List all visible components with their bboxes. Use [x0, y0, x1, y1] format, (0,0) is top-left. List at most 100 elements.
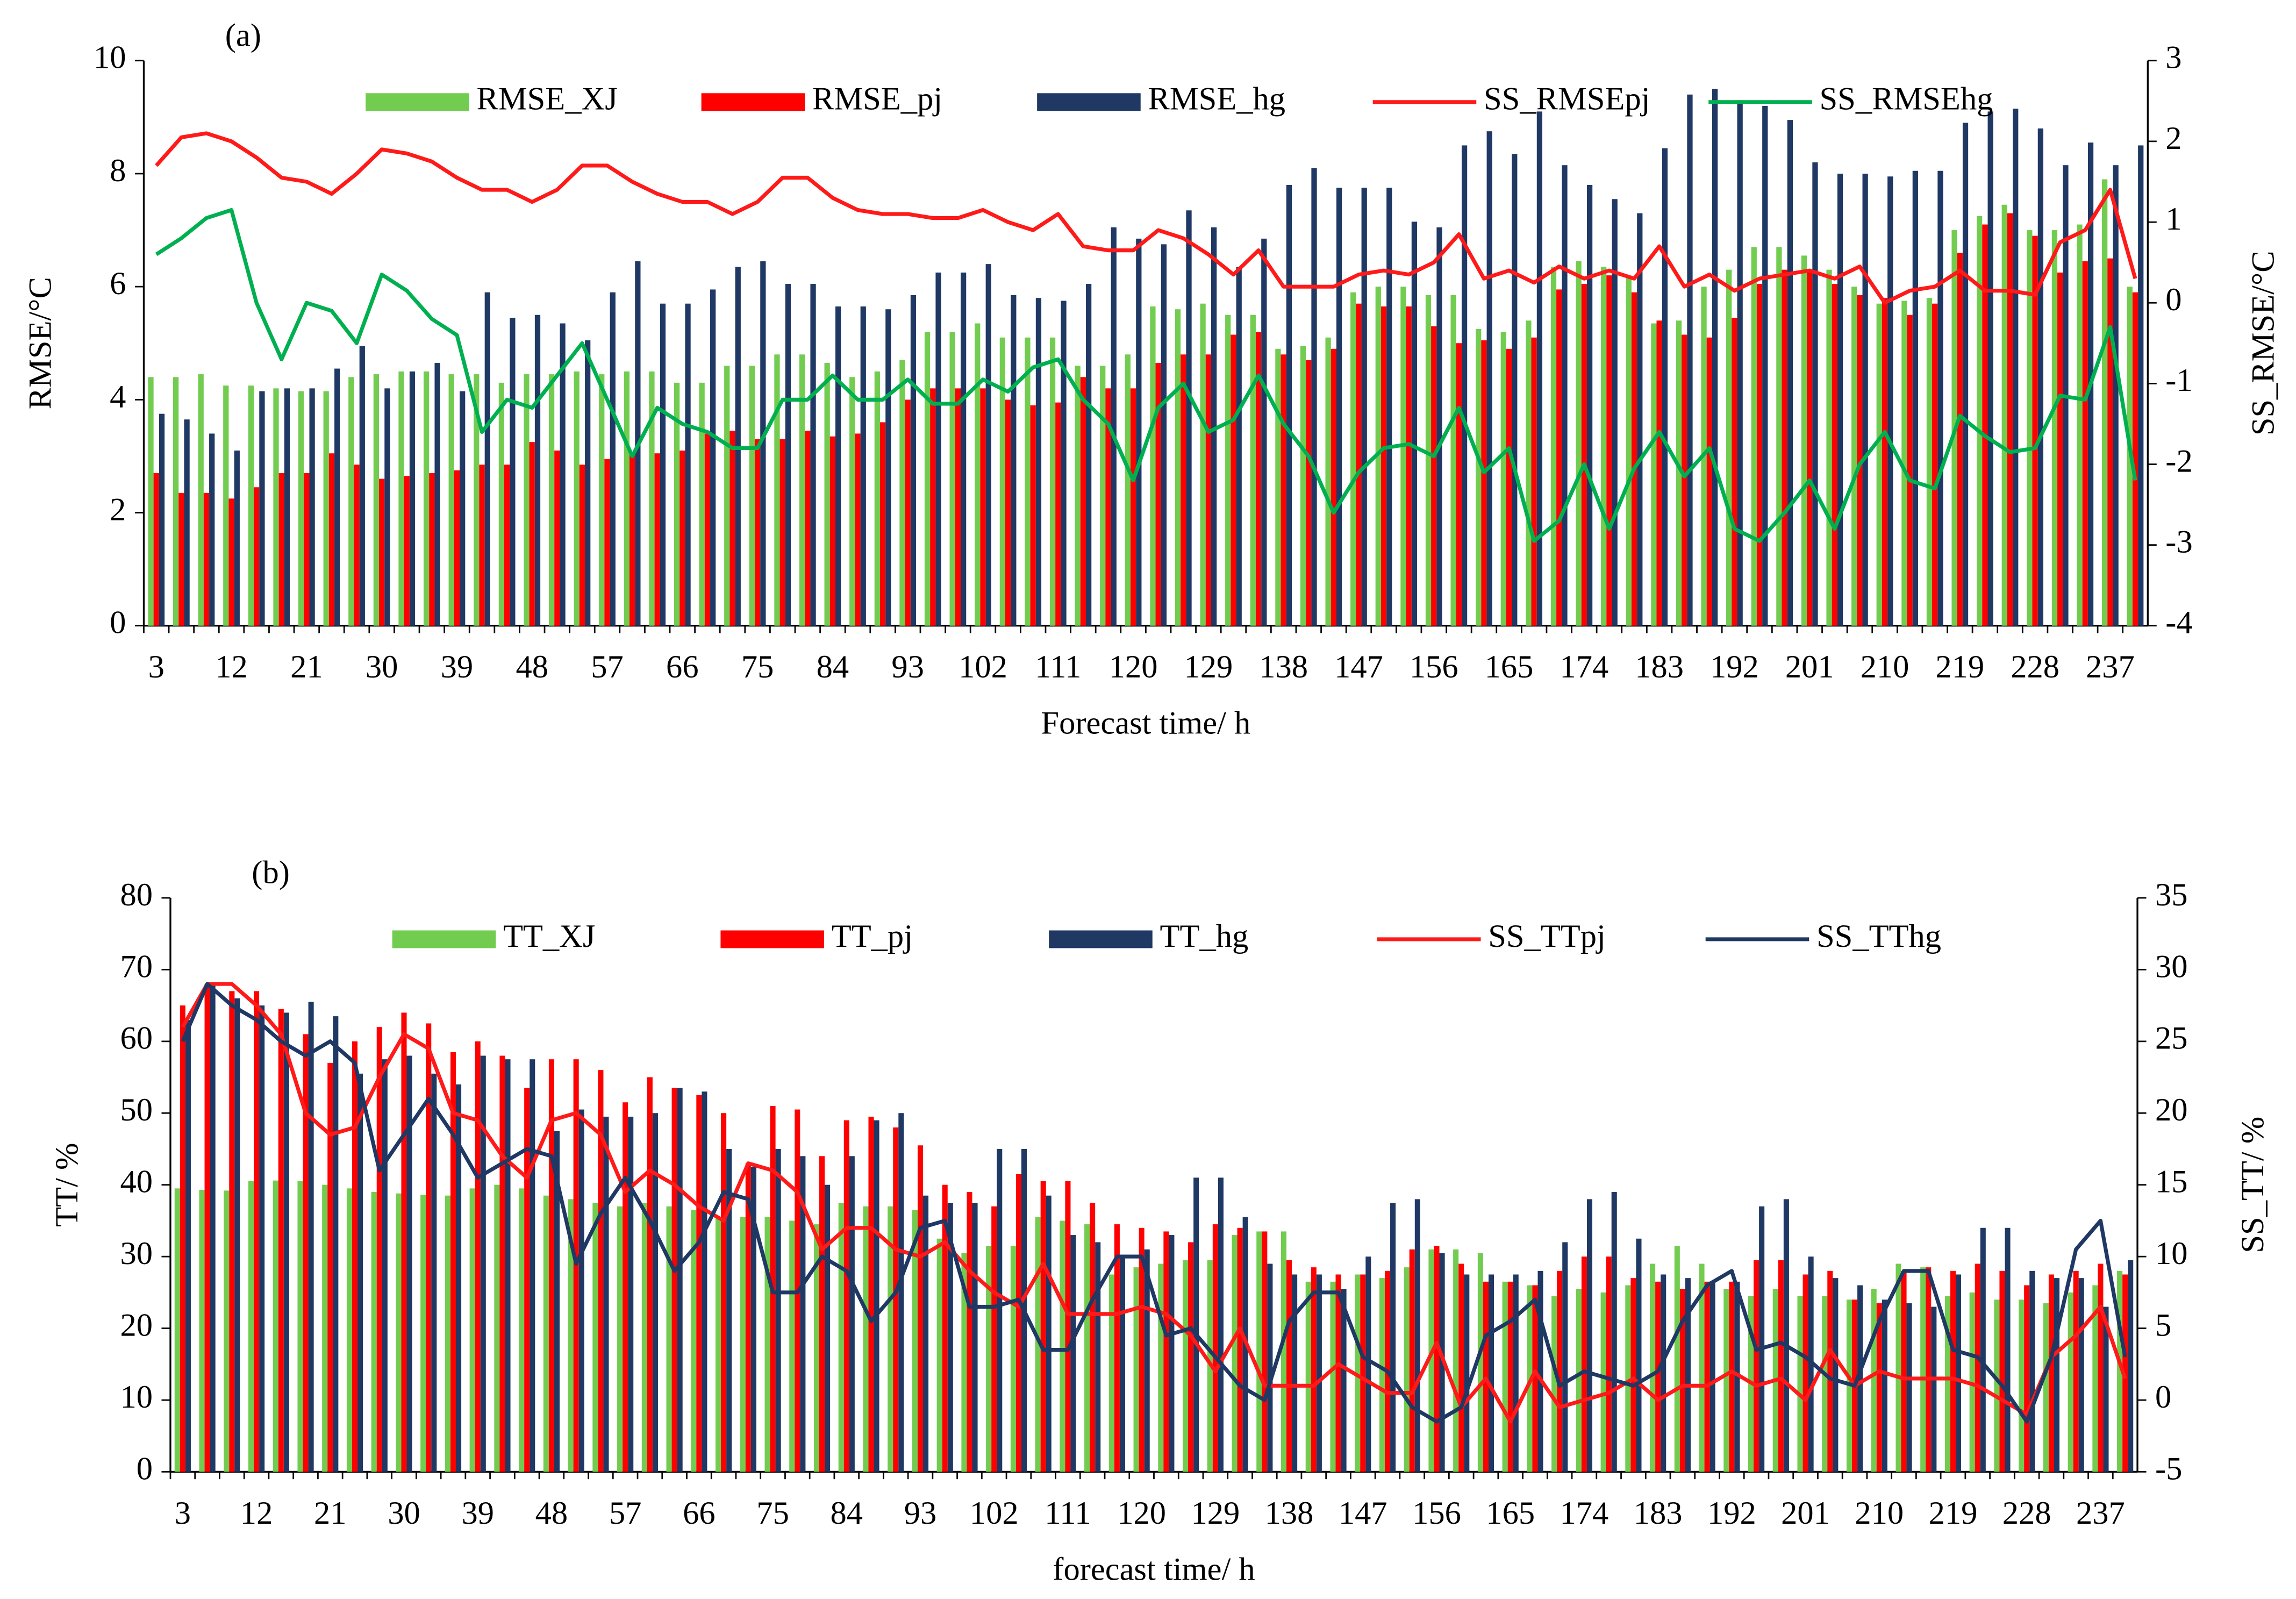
- bar: [1400, 287, 1406, 626]
- bar: [1920, 1267, 1926, 1472]
- bar: [1212, 1224, 1218, 1472]
- bar: [710, 289, 716, 626]
- bar: [199, 1190, 205, 1472]
- bar: [529, 442, 535, 626]
- bar: [396, 1193, 402, 1472]
- bar: [740, 1217, 746, 1472]
- bar: [1236, 267, 1242, 626]
- bar: [986, 1246, 992, 1472]
- bar: [352, 1041, 358, 1472]
- y2-tick-label: 0: [2165, 282, 2181, 318]
- bar: [1932, 303, 1938, 626]
- bar: [448, 374, 454, 626]
- bar: [1562, 1242, 1568, 1472]
- bar: [1175, 309, 1181, 626]
- bar: [204, 984, 210, 1472]
- bar: [445, 1195, 450, 1472]
- panel-label: (a): [225, 17, 261, 53]
- bar: [1005, 399, 1011, 626]
- x-tick-label: 57: [591, 649, 624, 685]
- x-tick-label: 237: [2076, 1495, 2125, 1531]
- bar: [2029, 1270, 2035, 1472]
- bar: [1306, 360, 1312, 626]
- y-tick-label: 6: [110, 266, 126, 302]
- y-tick-label: 0: [137, 1451, 153, 1487]
- bar: [431, 1073, 437, 1472]
- y-tick-label: 60: [120, 1020, 153, 1057]
- bar: [1783, 1199, 1789, 1472]
- y2-tick-label: -2: [2165, 443, 2192, 479]
- bar: [679, 450, 685, 626]
- bar: [423, 371, 430, 626]
- bar: [1390, 1203, 1396, 1472]
- bar: [838, 1203, 844, 1472]
- bar: [652, 1113, 658, 1472]
- bar: [1601, 267, 1607, 626]
- bar: [685, 303, 691, 626]
- bar: [297, 1181, 303, 1472]
- bar: [153, 473, 159, 626]
- bar: [1687, 94, 1693, 626]
- bar: [899, 360, 905, 626]
- x-tick-label: 66: [666, 649, 699, 685]
- x-tick-label: 129: [1184, 649, 1233, 685]
- bar: [1086, 283, 1092, 626]
- bar: [568, 1199, 574, 1472]
- bar: [1975, 1264, 1980, 1472]
- bar: [298, 391, 304, 626]
- bar: [1414, 1199, 1420, 1472]
- bar: [1381, 306, 1387, 626]
- bar: [1611, 1192, 1617, 1472]
- bar: [1181, 354, 1186, 626]
- bar: [1275, 348, 1281, 626]
- x-tick-label: 111: [1045, 1495, 1091, 1531]
- bar: [254, 991, 260, 1472]
- y2-tick-label: 25: [2155, 1020, 2188, 1057]
- bar: [715, 1217, 721, 1472]
- bar: [178, 492, 184, 626]
- bar: [499, 1055, 505, 1472]
- bar: [1751, 247, 1757, 626]
- bar: [334, 368, 340, 626]
- bar: [1035, 298, 1042, 626]
- x-tick-label: 201: [1785, 649, 1834, 685]
- legend-label: RMSE_hg: [1148, 81, 1285, 117]
- bar: [1732, 317, 1737, 626]
- bar: [504, 465, 510, 626]
- bar: [754, 439, 761, 626]
- bar: [1311, 1267, 1317, 1472]
- bar: [1912, 170, 1918, 626]
- bar: [2001, 204, 2007, 626]
- bar: [1787, 120, 1793, 626]
- bar: [623, 1102, 628, 1472]
- bar: [273, 1180, 278, 1472]
- y-axis-title: RMSE/°C: [22, 277, 58, 409]
- bar: [346, 1188, 352, 1472]
- bar: [1158, 1264, 1164, 1472]
- bar: [1205, 354, 1211, 626]
- bar: [975, 323, 981, 626]
- bar: [1812, 162, 1818, 626]
- bar: [949, 332, 955, 626]
- bar: [980, 388, 986, 626]
- bar: [699, 382, 705, 626]
- bar: [1461, 145, 1468, 626]
- bar: [1882, 1300, 1887, 1472]
- x-tick-label: 147: [1334, 649, 1383, 685]
- bar: [1682, 334, 1687, 626]
- y2-tick-label: 30: [2155, 948, 2188, 984]
- bar: [1404, 1267, 1410, 1472]
- bar: [578, 1109, 584, 1472]
- bar: [1188, 1242, 1194, 1472]
- bar: [855, 433, 861, 626]
- bar: [1155, 363, 1161, 626]
- x-axis-title: Forecast time/ h: [1041, 705, 1250, 741]
- y2-tick-label: 20: [2155, 1092, 2188, 1128]
- bar: [924, 332, 931, 626]
- y-tick-label: 20: [120, 1307, 153, 1343]
- bar: [1581, 283, 1587, 626]
- bar: [1090, 1203, 1096, 1472]
- y-tick-label: 30: [120, 1236, 153, 1272]
- bar: [628, 1116, 634, 1472]
- bar: [259, 391, 265, 626]
